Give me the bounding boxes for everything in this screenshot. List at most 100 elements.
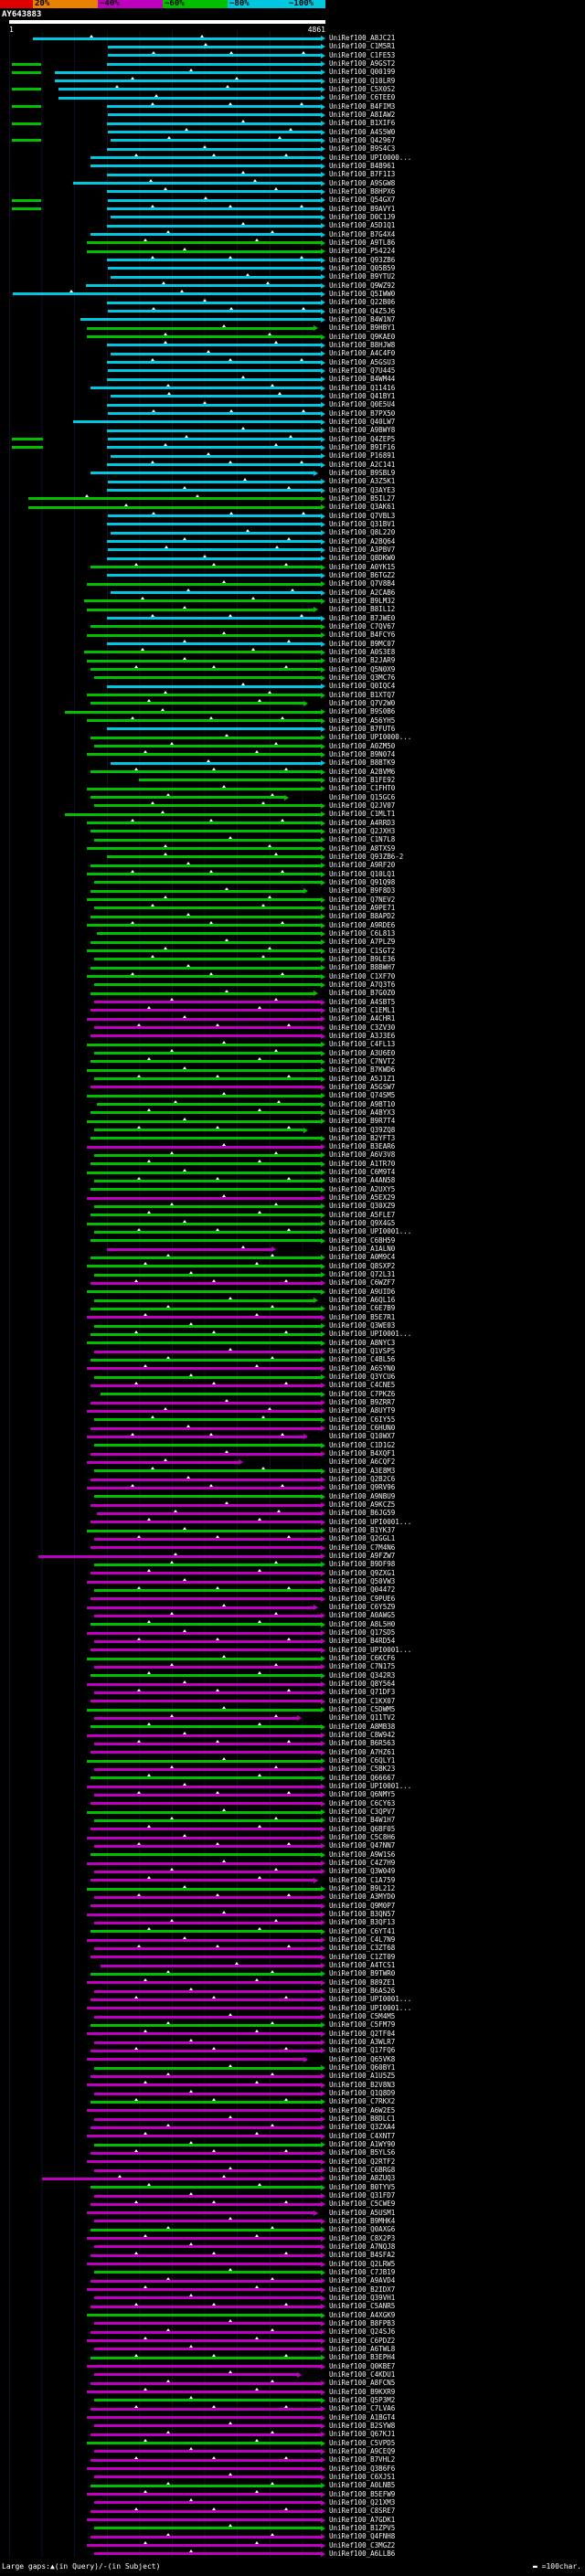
hit-bar[interactable] bbox=[87, 2109, 321, 2113]
hit-row[interactable]: UniRef100_Q17SD5 bbox=[0, 1628, 585, 1638]
hit-row[interactable]: UniRef100_B4W1H7 bbox=[0, 1816, 585, 1826]
hit-row[interactable]: UniRef100_Q30XZ9 bbox=[0, 1202, 585, 1212]
hit-label[interactable]: UniRef100_C1XF70 bbox=[329, 971, 396, 981]
hit-bar[interactable] bbox=[90, 1776, 321, 1780]
hit-fragment-bar[interactable] bbox=[11, 62, 42, 66]
hit-bar[interactable] bbox=[32, 37, 321, 40]
hit-row[interactable]: UniRef100_B5YLS6 bbox=[0, 2148, 585, 2158]
hit-label[interactable]: UniRef100_Q5P3M2 bbox=[329, 2395, 396, 2404]
hit-bar[interactable] bbox=[87, 2135, 321, 2138]
hit-bar[interactable] bbox=[90, 2407, 321, 2411]
hit-label[interactable]: UniRef100_A2UXY5 bbox=[329, 1184, 396, 1193]
hit-label[interactable]: UniRef100_B2IDX7 bbox=[329, 2284, 396, 2294]
hit-label[interactable]: UniRef100_Q67KJ1 bbox=[329, 2430, 396, 2439]
hit-bar[interactable] bbox=[87, 1435, 304, 1438]
hit-row[interactable]: UniRef100_A8TXS9 bbox=[0, 844, 585, 854]
hit-row[interactable]: UniRef100_Q0IQC4 bbox=[0, 682, 585, 692]
hit-row[interactable]: UniRef100_A7PLZ9 bbox=[0, 938, 585, 948]
hit-row[interactable]: UniRef100_B1YK37 bbox=[0, 1526, 585, 1536]
hit-bar[interactable] bbox=[87, 2544, 321, 2548]
hit-label[interactable]: UniRef100_A3WLR7 bbox=[329, 2038, 396, 2047]
hit-label[interactable]: UniRef100_A0M9C4 bbox=[329, 1253, 396, 1262]
hit-row[interactable]: UniRef100_C5M4M5 bbox=[0, 2012, 585, 2022]
hit-bar[interactable] bbox=[65, 710, 321, 714]
hit-bar[interactable] bbox=[90, 991, 314, 995]
hit-row[interactable]: UniRef100_B7VHL2 bbox=[0, 2455, 585, 2465]
hit-fragment-bar[interactable] bbox=[11, 139, 42, 143]
hit-row[interactable]: UniRef100_C4Z7H9 bbox=[0, 1859, 585, 1869]
hit-bar[interactable] bbox=[106, 190, 321, 194]
hit-label[interactable]: UniRef100_C4CNE5 bbox=[329, 1381, 396, 1390]
hit-label[interactable]: UniRef100_C3ZT68 bbox=[329, 1944, 396, 1953]
hit-label[interactable]: UniRef100_B4WM44 bbox=[329, 375, 396, 384]
hit-bar[interactable] bbox=[87, 1043, 321, 1046]
hit-bar[interactable] bbox=[93, 1179, 321, 1182]
hit-label[interactable]: UniRef100_Q24SJ6 bbox=[329, 2327, 396, 2337]
hit-label[interactable]: UniRef100_A7NQJ8 bbox=[329, 2242, 396, 2251]
hit-fragment-bar[interactable] bbox=[11, 446, 43, 450]
hit-label[interactable]: UniRef100_C6WZF7 bbox=[329, 1278, 396, 1288]
hit-row[interactable]: UniRef100_C5C8H6 bbox=[0, 1833, 585, 1843]
hit-row[interactable]: UniRef100_A8ZUQ3 bbox=[0, 2174, 585, 2184]
hit-row[interactable]: UniRef100_C4XNT7 bbox=[0, 2132, 585, 2142]
hit-label[interactable]: UniRef100_B1ZPV5 bbox=[329, 2523, 396, 2532]
hit-label[interactable]: UniRef100_C4L7N9 bbox=[329, 1935, 396, 1945]
hit-bar[interactable] bbox=[139, 779, 321, 782]
hit-row[interactable]: UniRef100_B8BWH7 bbox=[0, 963, 585, 973]
hit-bar[interactable] bbox=[93, 1767, 321, 1771]
hit-label[interactable]: UniRef100_A3Z5K1 bbox=[329, 477, 396, 486]
hit-row[interactable]: UniRef100_B9S4C3 bbox=[0, 144, 585, 154]
hit-label[interactable]: UniRef100_A8FCN5 bbox=[329, 2379, 396, 2388]
hit-label[interactable]: UniRef100_Q9KAE0 bbox=[329, 332, 396, 341]
hit-bar[interactable] bbox=[87, 2288, 321, 2292]
hit-label[interactable]: UniRef100_Q91Q98 bbox=[329, 877, 396, 886]
hit-row[interactable]: UniRef100_C1MLT1 bbox=[0, 810, 585, 820]
hit-bar[interactable] bbox=[93, 958, 321, 961]
hit-bar[interactable] bbox=[90, 2125, 321, 2129]
hit-bar[interactable] bbox=[90, 1034, 321, 1038]
hit-bar[interactable] bbox=[87, 2390, 321, 2394]
hit-row[interactable]: UniRef100_UPI0001... bbox=[0, 1995, 585, 2005]
hit-bar[interactable] bbox=[87, 2493, 321, 2496]
hit-bar[interactable] bbox=[90, 966, 321, 970]
hit-row[interactable]: UniRef100_C7RKX2 bbox=[0, 2097, 585, 2107]
hit-fragment-bar[interactable] bbox=[11, 438, 43, 441]
hit-row[interactable]: UniRef100_C6Y5Z9 bbox=[0, 1603, 585, 1613]
hit-bar[interactable] bbox=[93, 2552, 321, 2556]
hit-label[interactable]: UniRef100_Q00199 bbox=[329, 68, 396, 77]
hit-bar[interactable] bbox=[90, 1802, 321, 1806]
hit-row[interactable]: UniRef100_A5D1Q1 bbox=[0, 221, 585, 231]
hit-row[interactable]: UniRef100_A9TL86 bbox=[0, 239, 585, 249]
hit-bar[interactable] bbox=[90, 1725, 321, 1729]
hit-row[interactable]: UniRef100_C6CY63 bbox=[0, 1799, 585, 1809]
hit-bar[interactable] bbox=[111, 761, 321, 765]
hit-label[interactable]: UniRef100_B9HBY1 bbox=[329, 323, 396, 333]
hit-label[interactable]: UniRef100_C1ZT09 bbox=[329, 1952, 396, 1961]
hit-row[interactable]: UniRef100_A2BQ64 bbox=[0, 537, 585, 547]
hit-row[interactable]: UniRef100_B4FCY6 bbox=[0, 631, 585, 641]
hit-row[interactable]: UniRef100_UPI0001... bbox=[0, 1330, 585, 1340]
hit-label[interactable]: UniRef100_B3EPH4 bbox=[329, 2353, 396, 2362]
hit-label[interactable]: UniRef100_Q17FQ6 bbox=[329, 2046, 396, 2055]
hit-row[interactable]: UniRef100_A1U5Z5 bbox=[0, 2072, 585, 2082]
hit-bar[interactable] bbox=[108, 438, 321, 441]
hit-label[interactable]: UniRef100_C5DWM5 bbox=[329, 1705, 396, 1714]
hit-label[interactable]: UniRef100_B6TGZ2 bbox=[329, 570, 396, 579]
hit-label[interactable]: UniRef100_Q8SXP2 bbox=[329, 1261, 396, 1270]
hit-label[interactable]: UniRef100_B9F8D3 bbox=[329, 886, 396, 896]
hit-bar[interactable] bbox=[87, 2467, 321, 2471]
hit-label[interactable]: UniRef100_A9GST2 bbox=[329, 59, 396, 68]
hit-bar[interactable] bbox=[80, 318, 321, 322]
hit-bar[interactable] bbox=[90, 566, 321, 569]
hit-bar[interactable] bbox=[108, 267, 321, 270]
hit-bar[interactable] bbox=[100, 1964, 321, 1967]
hit-bar[interactable] bbox=[93, 1153, 321, 1157]
hit-row[interactable]: UniRef100_C5BK23 bbox=[0, 1765, 585, 1775]
hit-label[interactable]: UniRef100_Q54GX7 bbox=[329, 196, 396, 205]
hit-row[interactable]: UniRef100_B4XQF1 bbox=[0, 1449, 585, 1459]
hit-label[interactable]: UniRef100_C3MGZ2 bbox=[329, 2540, 396, 2549]
hit-row[interactable]: UniRef100_C7PKZ6 bbox=[0, 1390, 585, 1400]
hit-row[interactable]: UniRef100_B9YTU2 bbox=[0, 272, 585, 282]
hit-bar[interactable] bbox=[90, 1214, 321, 1217]
hit-bar[interactable] bbox=[90, 1546, 321, 1550]
